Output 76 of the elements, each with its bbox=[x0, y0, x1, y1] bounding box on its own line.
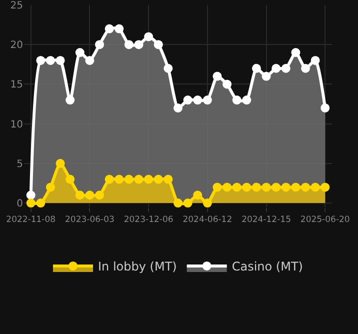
point bbox=[26, 190, 36, 200]
legend-label: Casino (MT) bbox=[232, 260, 303, 274]
point bbox=[154, 174, 163, 184]
point bbox=[262, 72, 271, 81]
point bbox=[134, 40, 144, 50]
point bbox=[252, 182, 261, 192]
point bbox=[281, 64, 290, 73]
point bbox=[66, 96, 75, 105]
point bbox=[56, 56, 65, 65]
point bbox=[36, 56, 46, 65]
point bbox=[202, 198, 212, 208]
legend-label: In lobby (MT) bbox=[98, 260, 177, 274]
point bbox=[164, 174, 173, 184]
point bbox=[193, 190, 202, 200]
point bbox=[272, 182, 281, 192]
y-tick-label: 20 bbox=[10, 40, 23, 52]
x-tick-label: 2023-12-06 bbox=[124, 215, 174, 226]
point bbox=[75, 190, 84, 200]
point bbox=[222, 80, 232, 89]
point bbox=[154, 40, 163, 50]
x-tick-label: 2024-12-15 bbox=[242, 215, 291, 226]
point bbox=[291, 182, 300, 192]
point bbox=[104, 174, 114, 184]
point bbox=[114, 174, 124, 184]
point bbox=[320, 103, 330, 112]
point bbox=[232, 96, 242, 105]
point bbox=[75, 48, 84, 58]
y-tick-label: 0 bbox=[16, 198, 23, 210]
point bbox=[174, 103, 182, 112]
point bbox=[36, 198, 46, 208]
point bbox=[174, 198, 182, 208]
point bbox=[134, 174, 144, 184]
point bbox=[222, 182, 232, 192]
x-tick-label: 2022-11-08 bbox=[6, 215, 56, 226]
point bbox=[183, 96, 192, 105]
y-tick-label: 25 bbox=[10, 0, 23, 12]
point bbox=[144, 174, 154, 184]
point bbox=[144, 32, 154, 42]
point bbox=[85, 56, 94, 65]
point bbox=[212, 182, 222, 192]
y-tick-label: 10 bbox=[10, 119, 23, 130]
point bbox=[301, 64, 310, 73]
point bbox=[310, 56, 320, 65]
y-tick-label: 5 bbox=[16, 158, 23, 170]
point bbox=[124, 174, 134, 184]
point bbox=[124, 40, 134, 50]
point bbox=[262, 182, 271, 192]
point bbox=[46, 56, 55, 65]
point bbox=[56, 158, 65, 168]
point bbox=[95, 40, 104, 50]
point bbox=[320, 182, 330, 192]
point bbox=[281, 182, 290, 192]
point bbox=[46, 182, 55, 192]
point bbox=[232, 182, 242, 192]
point bbox=[252, 64, 261, 73]
point bbox=[291, 48, 300, 58]
point bbox=[193, 96, 202, 105]
point bbox=[212, 72, 222, 81]
point bbox=[183, 198, 192, 208]
point bbox=[104, 24, 114, 34]
point bbox=[66, 174, 75, 184]
point bbox=[95, 190, 104, 200]
point bbox=[242, 96, 252, 105]
x-tick-label: 2024-06-12 bbox=[182, 215, 232, 226]
point bbox=[242, 182, 252, 192]
x-tick-label: 2025-06-20 bbox=[300, 215, 350, 226]
point bbox=[202, 96, 212, 105]
point bbox=[301, 182, 310, 192]
point bbox=[310, 182, 320, 192]
point bbox=[85, 190, 94, 200]
point bbox=[26, 198, 36, 208]
x-tick-label: 2023-06-03 bbox=[65, 215, 114, 226]
point bbox=[272, 64, 281, 73]
point bbox=[164, 64, 173, 73]
y-tick-label: 15 bbox=[10, 80, 23, 91]
point bbox=[114, 24, 124, 34]
